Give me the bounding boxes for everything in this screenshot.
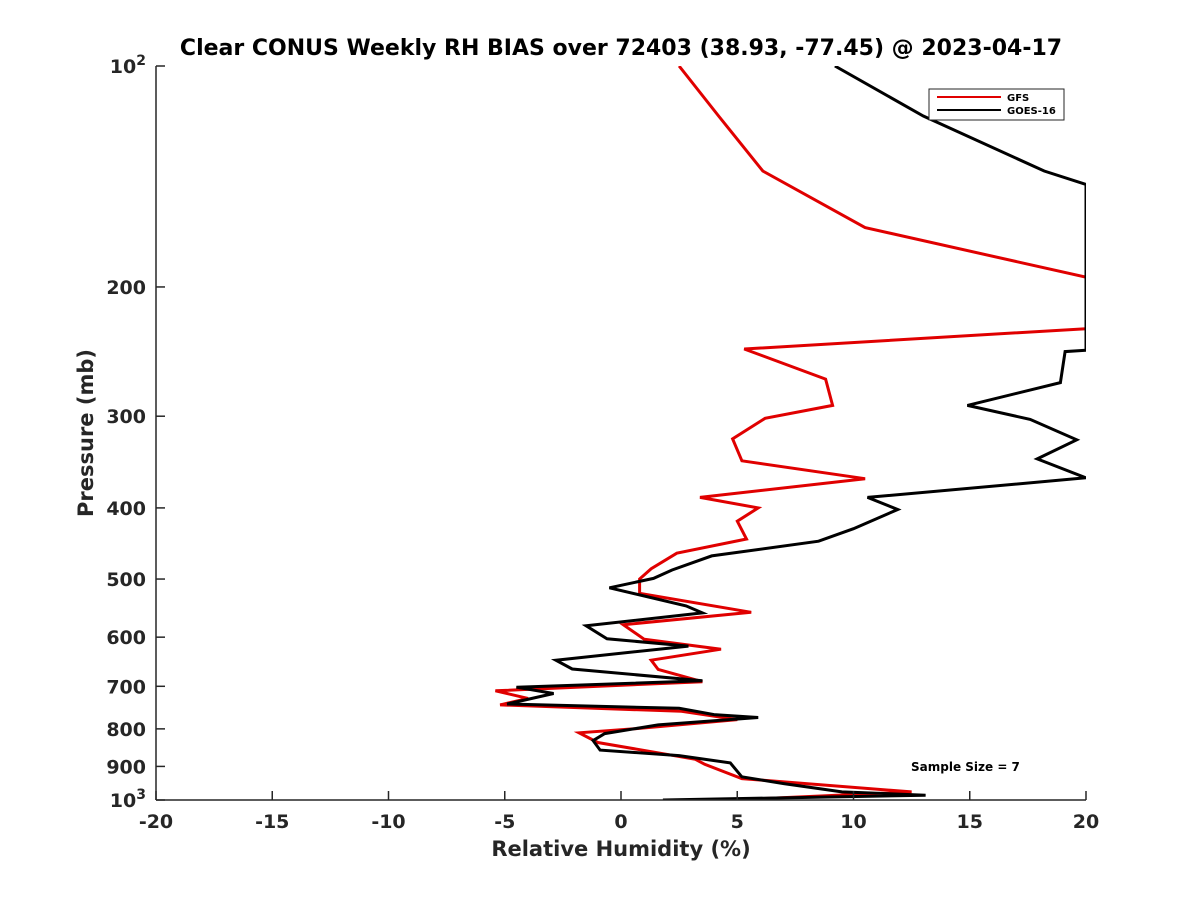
x-tick-label: 5	[731, 811, 744, 833]
x-tick-label: -15	[255, 811, 289, 833]
y-tick-label: 102	[110, 53, 146, 78]
x-ticks: -20 -15 -10 -5 0 5 10 15 20	[139, 791, 1099, 833]
legend-label-goes-16: GOES-16	[1007, 106, 1056, 117]
x-tick-label: 10	[840, 811, 866, 833]
x-tick-label: 20	[1073, 811, 1099, 833]
x-tick-label: 0	[614, 811, 627, 833]
y-tick-label: 500	[106, 569, 146, 591]
x-tick-label: -20	[139, 811, 173, 833]
x-tick-label: -10	[371, 811, 405, 833]
y-axis-label: Pressure (mb)	[74, 349, 98, 517]
sample-size-annotation: Sample Size = 7	[911, 760, 1020, 774]
x-tick-label: 15	[957, 811, 983, 833]
series-layer	[495, 66, 1086, 800]
y-tick-label: 300	[106, 406, 146, 428]
y-tick-label: 200	[106, 277, 146, 299]
y-tick-label: 103	[110, 787, 146, 812]
x-axis-label: Relative Humidity (%)	[491, 837, 750, 861]
y-tick-label: 800	[106, 719, 146, 741]
y-tick-label: 900	[106, 756, 146, 778]
series-line-goes-16	[506, 66, 1086, 800]
legend-label-gfs: GFS	[1007, 93, 1029, 104]
series-line-gfs	[495, 66, 1086, 800]
y-tick-label: 700	[106, 676, 146, 698]
x-tick-label: -5	[494, 811, 515, 833]
chart-title: Clear CONUS Weekly RH BIAS over 72403 (3…	[180, 36, 1062, 61]
legend-box	[928, 88, 1065, 121]
legend: GFS GOES-16	[928, 88, 1065, 121]
axes	[155, 66, 1086, 801]
y-tick-label: 600	[106, 627, 146, 649]
y-tick-label: 400	[106, 498, 146, 520]
y-ticks: 102 200 300 400 500 600 700 800 900 103	[106, 53, 165, 812]
